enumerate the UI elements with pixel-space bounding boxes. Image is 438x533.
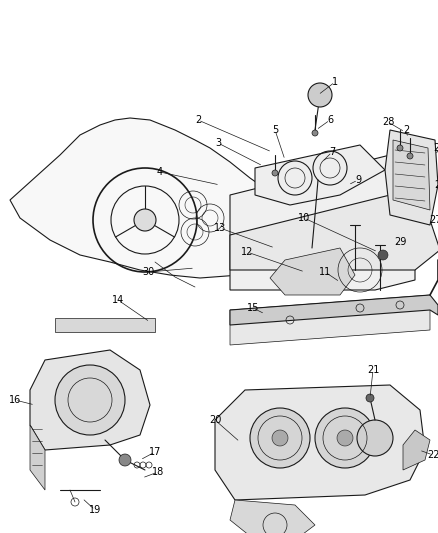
Circle shape [134, 209, 156, 231]
Text: 15: 15 [247, 303, 259, 313]
Polygon shape [403, 430, 430, 470]
Text: 3: 3 [215, 138, 221, 148]
Text: 16: 16 [9, 395, 21, 405]
Text: 18: 18 [152, 467, 164, 477]
Text: 25: 25 [434, 143, 438, 153]
Polygon shape [55, 318, 155, 332]
Circle shape [378, 250, 388, 260]
Text: 14: 14 [112, 295, 124, 305]
Polygon shape [230, 295, 430, 345]
Circle shape [119, 454, 131, 466]
Circle shape [407, 153, 413, 159]
Text: 30: 30 [142, 267, 154, 277]
Polygon shape [255, 145, 385, 205]
Circle shape [357, 420, 393, 456]
Circle shape [337, 430, 353, 446]
Text: 26: 26 [434, 180, 438, 190]
Text: 28: 28 [382, 117, 394, 127]
Circle shape [315, 408, 375, 468]
Text: 27: 27 [430, 215, 438, 225]
Text: 10: 10 [298, 213, 310, 223]
Text: 1: 1 [332, 77, 338, 87]
Text: 2: 2 [195, 115, 201, 125]
Text: 12: 12 [241, 247, 253, 257]
Text: 4: 4 [157, 167, 163, 177]
Text: 9: 9 [355, 175, 361, 185]
Polygon shape [230, 195, 438, 270]
Circle shape [272, 430, 288, 446]
Text: 17: 17 [149, 447, 161, 457]
Text: 7: 7 [329, 147, 335, 157]
Text: 6: 6 [327, 115, 333, 125]
Polygon shape [270, 248, 355, 295]
Text: 19: 19 [89, 505, 101, 515]
Polygon shape [230, 155, 415, 290]
Circle shape [55, 365, 125, 435]
Text: 11: 11 [319, 267, 331, 277]
Text: 20: 20 [209, 415, 221, 425]
Text: 2: 2 [403, 125, 409, 135]
Polygon shape [30, 425, 45, 490]
Circle shape [272, 170, 278, 176]
Text: 13: 13 [214, 223, 226, 233]
Circle shape [250, 408, 310, 468]
Text: 22: 22 [427, 450, 438, 460]
Text: 29: 29 [394, 237, 406, 247]
Polygon shape [30, 350, 150, 450]
Circle shape [312, 130, 318, 136]
Polygon shape [230, 500, 315, 533]
Circle shape [366, 394, 374, 402]
Polygon shape [215, 385, 425, 500]
Polygon shape [230, 295, 438, 325]
Circle shape [308, 83, 332, 107]
Polygon shape [10, 118, 320, 278]
Text: 5: 5 [272, 125, 278, 135]
Polygon shape [393, 140, 430, 210]
Text: 21: 21 [367, 365, 379, 375]
Circle shape [397, 145, 403, 151]
Polygon shape [385, 130, 438, 225]
